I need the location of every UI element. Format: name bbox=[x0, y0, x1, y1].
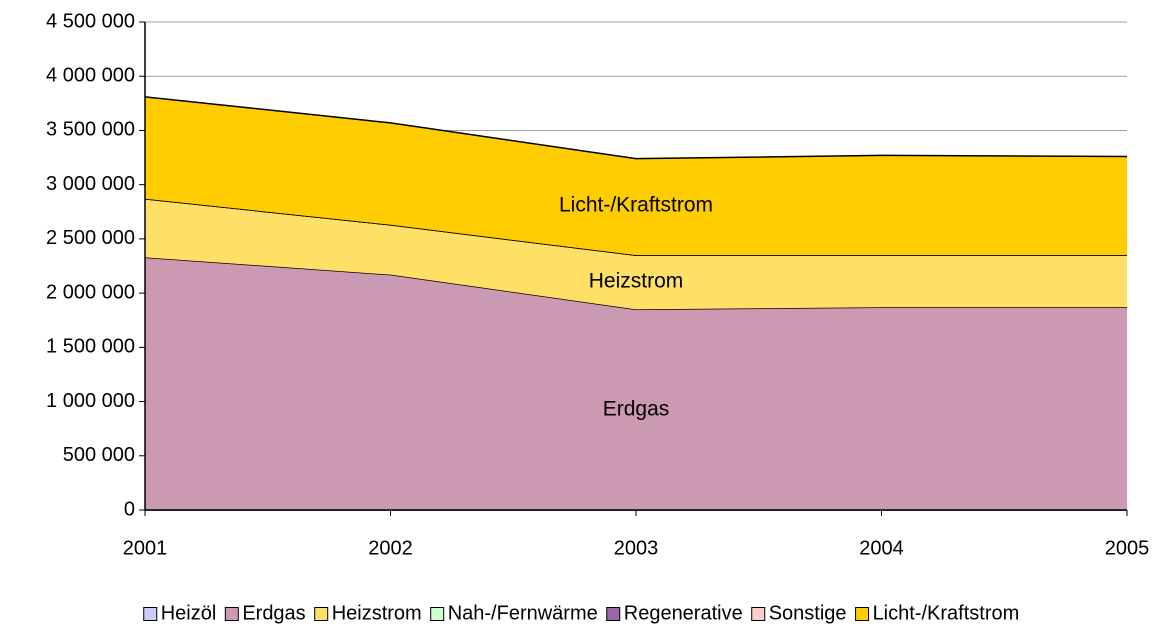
legend-swatch bbox=[430, 607, 445, 621]
annotation: Licht-/Kraftstrom bbox=[559, 194, 713, 217]
legend-swatch bbox=[314, 607, 329, 621]
legend-label: Licht-/Kraftstrom bbox=[873, 602, 1020, 624]
y-tick-label: 3 500 000 bbox=[46, 119, 135, 141]
legend: Heizöl Erdgas Heizstrom Nah-/Fernwärme Regen… bbox=[143, 602, 1020, 624]
x-tick-label: 2001 bbox=[123, 537, 168, 559]
legend-swatch bbox=[751, 607, 766, 621]
legend-label: Heizöl bbox=[161, 602, 217, 624]
x-tick-label: 2003 bbox=[614, 537, 659, 559]
x-tick-label: 2004 bbox=[859, 537, 904, 559]
y-tick-label: 2 500 000 bbox=[46, 227, 135, 249]
y-tick-label: 0 bbox=[124, 498, 135, 520]
y-tick-label: 4 000 000 bbox=[46, 65, 135, 87]
area bbox=[145, 257, 1127, 510]
legend-swatch bbox=[224, 607, 239, 621]
area bbox=[145, 96, 1127, 256]
legend-label: Nah-/Fernwärme bbox=[448, 602, 598, 624]
area bbox=[145, 198, 1127, 310]
legend-label: Erdgas bbox=[242, 602, 305, 624]
y-tick-label: 1 500 000 bbox=[46, 336, 135, 358]
legend-swatch bbox=[606, 607, 621, 621]
legend-label: Regenerative bbox=[624, 602, 743, 624]
legend-swatch bbox=[143, 607, 158, 621]
annotation: Heizstrom bbox=[589, 270, 684, 293]
y-tick-label: 1 000 000 bbox=[46, 390, 135, 412]
y-tick-label: 4 500 000 bbox=[46, 10, 135, 32]
annotation: Erdgas bbox=[603, 398, 670, 421]
x-tick-label: 2005 bbox=[1105, 537, 1150, 559]
y-tick-label: 500 000 bbox=[63, 444, 135, 466]
legend-label: Heizstrom bbox=[332, 602, 422, 624]
area-edge bbox=[144, 96, 1128, 160]
legend-swatch bbox=[855, 607, 870, 621]
legend-label: Sonstige bbox=[769, 602, 847, 624]
x-tick-label: 2002 bbox=[368, 537, 413, 559]
y-tick-label: 2 000 000 bbox=[46, 281, 135, 303]
y-tick-label: 3 000 000 bbox=[46, 173, 135, 195]
